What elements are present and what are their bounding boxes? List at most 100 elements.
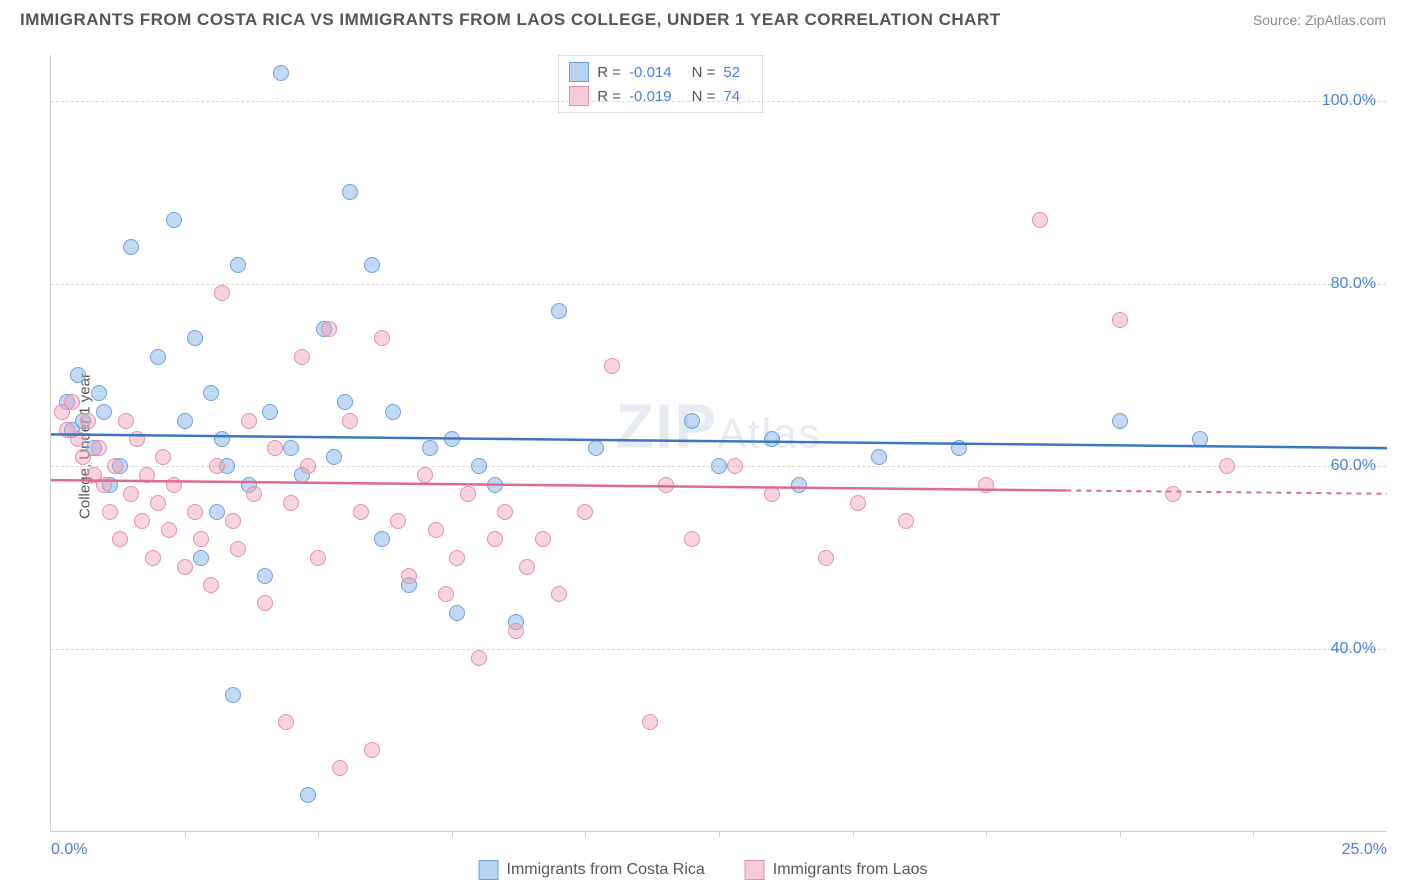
data-point	[871, 449, 887, 465]
data-point	[374, 330, 390, 346]
data-point	[471, 650, 487, 666]
source-label: Source:	[1253, 12, 1301, 28]
data-point	[91, 385, 107, 401]
data-point	[326, 449, 342, 465]
legend-swatch	[745, 860, 765, 880]
data-point	[145, 550, 161, 566]
data-point	[166, 477, 182, 493]
data-point	[241, 413, 257, 429]
data-point	[342, 184, 358, 200]
data-point	[535, 531, 551, 547]
data-point	[487, 531, 503, 547]
x-tick	[853, 831, 854, 837]
data-point	[267, 440, 283, 456]
x-tick	[1253, 831, 1254, 837]
data-point	[551, 303, 567, 319]
data-point	[177, 559, 193, 575]
x-tick-label: 0.0%	[51, 841, 87, 859]
r-label: R =	[597, 64, 621, 81]
data-point	[278, 714, 294, 730]
data-point	[497, 504, 513, 520]
scatter-chart: ZIPAtlas R = -0.014N = 52R = -0.019 N = 7…	[50, 55, 1386, 832]
data-point	[978, 477, 994, 493]
n-label: N =	[692, 88, 716, 105]
chart-title: IMMIGRANTS FROM COSTA RICA VS IMMIGRANTS…	[20, 10, 1001, 30]
data-point	[519, 559, 535, 575]
y-tick-label: 80.0%	[1331, 275, 1376, 293]
data-point	[203, 385, 219, 401]
data-point	[214, 285, 230, 301]
data-point	[294, 349, 310, 365]
data-point	[123, 486, 139, 502]
x-tick	[986, 831, 987, 837]
data-point	[177, 413, 193, 429]
legend-swatch	[569, 86, 589, 106]
data-point	[139, 467, 155, 483]
data-point	[209, 504, 225, 520]
data-point	[161, 522, 177, 538]
data-point	[577, 504, 593, 520]
data-point	[262, 404, 278, 420]
legend-swatch	[479, 860, 499, 880]
data-point	[711, 458, 727, 474]
watermark: ZIPAtlas	[616, 392, 822, 463]
n-value: 74	[723, 88, 740, 105]
gridline	[51, 284, 1386, 285]
stats-legend-row: R = -0.014N = 52	[569, 60, 752, 84]
legend-label: Immigrants from Costa Rica	[507, 861, 705, 879]
y-tick-label: 60.0%	[1331, 457, 1376, 475]
data-point	[300, 787, 316, 803]
data-point	[471, 458, 487, 474]
data-point	[283, 440, 299, 456]
data-point	[332, 760, 348, 776]
data-point	[364, 257, 380, 273]
data-point	[102, 504, 118, 520]
stats-legend: R = -0.014N = 52R = -0.019 N = 74	[558, 55, 763, 113]
data-point	[1112, 312, 1128, 328]
legend-item: Immigrants from Costa Rica	[479, 860, 705, 880]
data-point	[321, 321, 337, 337]
data-point	[230, 541, 246, 557]
data-point	[642, 714, 658, 730]
data-point	[449, 605, 465, 621]
data-point	[385, 404, 401, 420]
data-point	[96, 404, 112, 420]
data-point	[187, 504, 203, 520]
data-point	[187, 330, 203, 346]
data-point	[684, 413, 700, 429]
data-point	[850, 495, 866, 511]
data-point	[1165, 486, 1181, 502]
data-point	[150, 495, 166, 511]
data-point	[342, 413, 358, 429]
data-point	[107, 458, 123, 474]
data-point	[203, 577, 219, 593]
data-point	[460, 486, 476, 502]
data-point	[353, 504, 369, 520]
data-point	[551, 586, 567, 602]
data-point	[898, 513, 914, 529]
data-point	[70, 367, 86, 383]
data-point	[764, 486, 780, 502]
data-point	[390, 513, 406, 529]
x-tick	[719, 831, 720, 837]
x-tick	[185, 831, 186, 837]
data-point	[193, 550, 209, 566]
source-link[interactable]: ZipAtlas.com	[1305, 12, 1386, 28]
x-tick	[585, 831, 586, 837]
data-point	[214, 431, 230, 447]
data-point	[727, 458, 743, 474]
x-tick	[452, 831, 453, 837]
data-point	[96, 477, 112, 493]
r-value: -0.019	[629, 88, 672, 105]
data-point	[417, 467, 433, 483]
data-point	[449, 550, 465, 566]
x-tick	[318, 831, 319, 837]
series-legend: Immigrants from Costa Rica Immigrants fro…	[479, 860, 928, 880]
legend-item: Immigrants from Laos	[745, 860, 928, 880]
data-point	[401, 568, 417, 584]
data-point	[225, 513, 241, 529]
data-point	[70, 431, 86, 447]
data-point	[588, 440, 604, 456]
data-point	[283, 495, 299, 511]
data-point	[75, 449, 91, 465]
